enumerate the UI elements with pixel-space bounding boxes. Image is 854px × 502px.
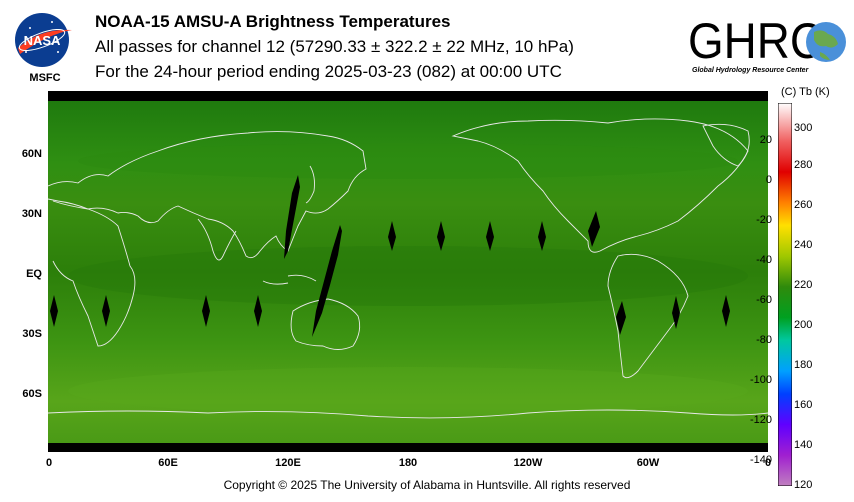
colorbar-c-tick: -120 <box>749 414 772 426</box>
colorbar-k-tick: 160 <box>794 399 813 411</box>
colorbar <box>777 102 793 487</box>
colorbar-k-tick: 260 <box>794 199 813 211</box>
nasa-logo: NASA MSFC <box>10 8 80 88</box>
lat-label-60s: 60S <box>22 388 42 400</box>
colorbar-c-tick: -60 <box>756 294 772 306</box>
lat-label-30n: 30N <box>21 208 42 220</box>
colorbar-c-tick: -40 <box>756 254 772 266</box>
lon-label-0-east: 0 <box>764 457 772 469</box>
colorbar-k-tick: 300 <box>794 122 813 134</box>
colorbar-k-tick: 220 <box>794 279 813 291</box>
colorbar-k-tick: 240 <box>794 239 813 251</box>
colorbar-k-tick: 200 <box>794 319 813 331</box>
nasa-logo-text: NASA <box>24 33 61 48</box>
lon-label-120w: 120W <box>513 457 543 469</box>
colorbar-units-label: (C) Tb (K) <box>781 86 830 98</box>
lat-label-30s: 30S <box>22 328 42 340</box>
swath-gaps <box>50 175 730 337</box>
lon-label-60e: 60E <box>158 457 178 469</box>
colorbar-c-tick: -140 <box>749 454 772 466</box>
coastlines <box>47 118 769 419</box>
msfc-label: MSFC <box>29 72 60 84</box>
channel-subtitle: All passes for channel 12 (57290.33 ± 32… <box>95 37 574 56</box>
lon-label-60w: 60W <box>636 457 660 469</box>
lat-label-eq: EQ <box>26 268 42 280</box>
period-line: For the 24-hour period ending 2025-03-23… <box>95 62 562 81</box>
ghrc-subtitle: Global Hydrology Resource Center <box>692 67 810 74</box>
colorbar-c-tick: 20 <box>759 134 772 146</box>
colorbar-c-tick: -100 <box>749 374 772 386</box>
lon-label-0-west: 0 <box>45 457 53 469</box>
colorbar-c-tick: -20 <box>756 214 772 226</box>
ghrc-logo-text: GHRC <box>688 13 823 69</box>
page-title: NOAA-15 AMSU-A Brightness Temperatures <box>95 12 451 31</box>
lat-label-60n: 60N <box>21 148 42 160</box>
colorbar-k-tick: 140 <box>794 439 813 451</box>
ghrc-logo: GHRC Global Hydrology Resource Center <box>686 10 852 80</box>
copyright-footer: Copyright © 2025 The University of Alaba… <box>223 478 631 492</box>
lon-label-180: 180 <box>398 457 418 469</box>
brightness-temperature-map <box>47 91 769 452</box>
colorbar-c-tick: 0 <box>765 174 772 186</box>
colorbar-k-tick: 120 <box>794 479 813 491</box>
colorbar-c-tick: -80 <box>756 334 772 346</box>
colorbar-k-tick: 180 <box>794 359 813 371</box>
colorbar-k-tick: 280 <box>794 159 813 171</box>
lon-label-120e: 120E <box>275 457 301 469</box>
